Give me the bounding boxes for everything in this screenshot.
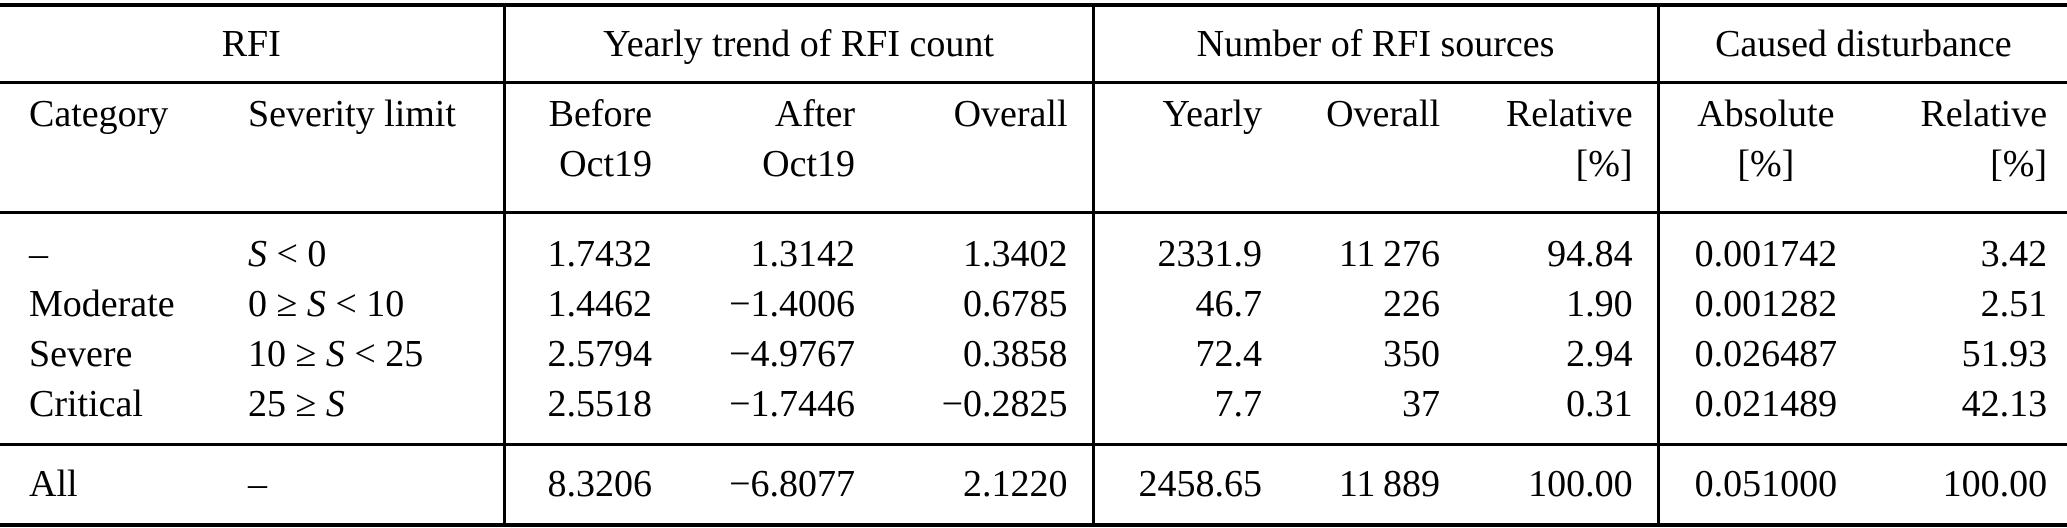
header-category: Category bbox=[0, 82, 218, 214]
group-header-caused-disturbance: Caused disturbance bbox=[1656, 5, 2067, 84]
cell-overall-trend: 0.3858 bbox=[963, 333, 1068, 375]
cell-before-oct19: 1.4462 bbox=[502, 279, 677, 329]
cell-relative-disturbance: 51.93 bbox=[1961, 333, 2048, 375]
header-after-line1: After bbox=[774, 93, 856, 135]
cell-overall-sources: 11 276 bbox=[1338, 233, 1441, 275]
cell-overall-sources: 226 bbox=[1383, 283, 1441, 325]
header-overall-trend: Overall bbox=[879, 82, 1094, 214]
table-row: Moderate 0 ≥ S < 10 1.4462 −1.4006 0.678… bbox=[0, 279, 2067, 329]
header-relative-disturbance-line1: Relative bbox=[1920, 93, 2048, 135]
group-header-row: RFI Yearly trend of RFI count Number of … bbox=[0, 5, 2067, 84]
severity-pre: 10 ≥ bbox=[248, 333, 326, 375]
cell-yearly-sources: 2331.9 bbox=[1091, 212, 1287, 279]
cell-absolute-disturbance: 0.001742 bbox=[1656, 212, 1873, 279]
severity-variable: S bbox=[325, 333, 345, 375]
severity-pre: 0 ≥ bbox=[248, 283, 307, 325]
header-severity-limit: Severity limit bbox=[218, 82, 505, 214]
header-yearly-sources: Yearly bbox=[1091, 82, 1287, 214]
severity-pre: – bbox=[248, 463, 267, 505]
column-header-row: Category Severity limit Before Oct19 Aft… bbox=[0, 82, 2067, 214]
header-relative-sources-line2: [%] bbox=[1575, 143, 1633, 185]
cell-relative-disturbance: 100.00 bbox=[1872, 443, 2067, 525]
cell-relative-sources: 0.31 bbox=[1566, 383, 1633, 425]
cell-relative-sources: 94.84 bbox=[1547, 233, 1633, 275]
cell-relative-disturbance: 3.42 bbox=[1980, 233, 2048, 275]
header-after-line2: Oct19 bbox=[762, 143, 856, 185]
table-total-row: All – 8.3206 −6.8077 2.1220 2458.65 11 8… bbox=[0, 443, 2067, 525]
cell-relative-sources: 2.94 bbox=[1566, 333, 1633, 375]
severity-variable: S bbox=[325, 383, 345, 425]
severity-post: < 10 bbox=[325, 283, 405, 325]
cell-relative-disturbance: 2.51 bbox=[1980, 283, 2048, 325]
cell-after-oct19: −4.9767 bbox=[729, 333, 856, 375]
cell-category: All bbox=[0, 443, 218, 525]
severity-post: < 0 bbox=[267, 233, 327, 275]
cell-relative-sources: 100.00 bbox=[1464, 443, 1659, 525]
table-row: – S < 0 1.7432 1.3142 1.3402 2331.9 11 2… bbox=[0, 212, 2067, 280]
cell-category: – bbox=[29, 233, 48, 275]
cell-before-oct19: 2.5518 bbox=[502, 379, 677, 445]
table-row: Severe 10 ≥ S < 25 2.5794 −4.9767 0.3858… bbox=[0, 329, 2067, 379]
header-relative-disturbance-line2: [%] bbox=[1990, 143, 2048, 185]
cell-category: Moderate bbox=[29, 283, 175, 325]
header-relative-sources: Relative [%] bbox=[1464, 82, 1659, 214]
cell-absolute-disturbance: 0.001282 bbox=[1656, 279, 1873, 329]
cell-yearly-sources: 46.7 bbox=[1091, 279, 1287, 329]
cell-severity: S < 0 bbox=[218, 213, 504, 280]
cell-after-oct19: −1.7446 bbox=[729, 383, 856, 425]
cell-after-oct19: −6.8077 bbox=[676, 443, 880, 525]
cell-overall-sources: 11 889 bbox=[1286, 443, 1465, 525]
cell-overall-trend: 0.6785 bbox=[963, 283, 1068, 325]
cell-yearly-sources: 2458.65 bbox=[1091, 443, 1287, 525]
cell-category: Severe bbox=[29, 333, 133, 375]
cell-before-oct19: 1.7432 bbox=[502, 212, 677, 279]
cell-yearly-sources: 7.7 bbox=[1091, 379, 1287, 445]
cell-overall-sources: 350 bbox=[1383, 333, 1441, 375]
header-absolute-line2: [%] bbox=[1737, 143, 1795, 185]
header-after-oct19: After Oct19 bbox=[676, 82, 880, 214]
header-overall-sources-label: Overall bbox=[1326, 93, 1441, 135]
cell-severity: 0 ≥ S < 10 bbox=[218, 279, 504, 329]
header-absolute-disturbance: Absolute [%] bbox=[1656, 82, 1873, 214]
cell-category: Critical bbox=[29, 383, 143, 425]
severity-post: < 25 bbox=[344, 333, 424, 375]
cell-absolute-disturbance: 0.051000 bbox=[1656, 443, 1873, 525]
severity-variable: S bbox=[248, 233, 267, 275]
rfi-statistics-table: RFI Yearly trend of RFI count Number of … bbox=[0, 3, 2067, 527]
header-before-oct19: Before Oct19 bbox=[502, 82, 677, 214]
severity-variable: S bbox=[306, 283, 326, 325]
group-header-rfi: RFI bbox=[0, 5, 505, 84]
cell-overall-trend: −0.2825 bbox=[941, 383, 1068, 425]
cell-relative-disturbance: 42.13 bbox=[1961, 383, 2048, 425]
cell-before-oct19: 2.5794 bbox=[502, 329, 677, 379]
header-category-label: Category bbox=[29, 93, 169, 135]
cell-absolute-disturbance: 0.026487 bbox=[1656, 329, 1873, 379]
cell-relative-sources: 1.90 bbox=[1566, 283, 1633, 325]
header-relative-sources-line1: Relative bbox=[1505, 93, 1633, 135]
header-before-line1: Before bbox=[548, 93, 653, 135]
cell-after-oct19: 1.3142 bbox=[750, 233, 856, 275]
cell-severity: 10 ≥ S < 25 bbox=[218, 329, 504, 379]
cell-overall-trend: 2.1220 bbox=[879, 443, 1094, 525]
table-row: Critical 25 ≥ S 2.5518 −1.7446 −0.2825 7… bbox=[0, 379, 2067, 445]
cell-overall-trend: 1.3402 bbox=[963, 233, 1068, 275]
cell-yearly-sources: 72.4 bbox=[1091, 329, 1287, 379]
cell-overall-sources: 37 bbox=[1402, 383, 1441, 425]
group-header-number-of-sources: Number of RFI sources bbox=[1091, 5, 1659, 84]
header-overall-trend-label: Overall bbox=[953, 93, 1068, 135]
header-yearly-label: Yearly bbox=[1162, 93, 1263, 135]
cell-absolute-disturbance: 0.021489 bbox=[1656, 379, 1873, 445]
cell-severity: – bbox=[218, 443, 505, 525]
cell-after-oct19: −1.4006 bbox=[729, 283, 856, 325]
header-before-line2: Oct19 bbox=[559, 143, 653, 185]
cell-before-oct19: 8.3206 bbox=[502, 443, 677, 525]
severity-pre: 25 ≥ bbox=[248, 383, 326, 425]
cell-severity: 25 ≥ S bbox=[218, 379, 504, 445]
header-absolute-line1: Absolute bbox=[1697, 93, 1835, 135]
group-header-yearly-trend: Yearly trend of RFI count bbox=[502, 5, 1094, 84]
header-overall-sources: Overall bbox=[1286, 82, 1465, 214]
header-severity-limit-label: Severity limit bbox=[248, 93, 456, 135]
header-relative-disturbance: Relative [%] bbox=[1872, 82, 2067, 214]
